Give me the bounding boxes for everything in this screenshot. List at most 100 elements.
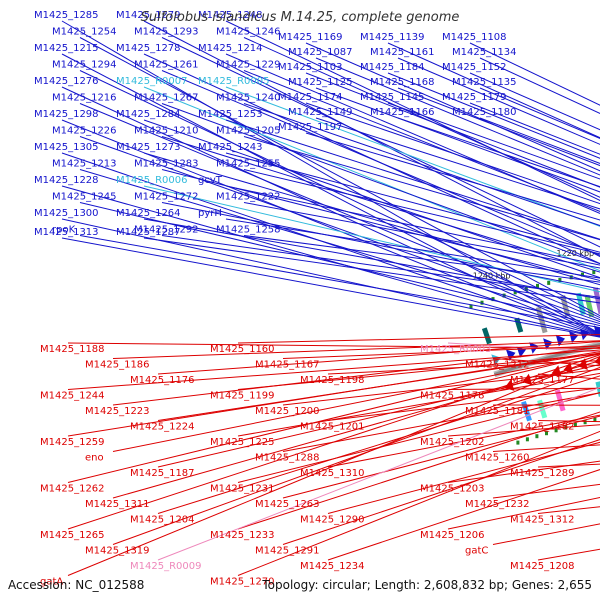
forward-gene-label: M1425_1169 bbox=[278, 32, 343, 43]
forward-gene-label: M1425_1298 bbox=[34, 109, 99, 120]
forward-leader-line bbox=[143, 86, 600, 272]
forward-gene-arrow bbox=[543, 338, 553, 350]
reverse-gene-label: M1425_1203 bbox=[420, 484, 485, 495]
reverse-gene-label: M1425_1244 bbox=[40, 391, 105, 402]
forward-gene-label: M1425_1214 bbox=[198, 43, 263, 54]
reverse-leader-line bbox=[112, 366, 600, 545]
forward-gene-label: M1425_1168 bbox=[370, 77, 435, 88]
forward-gene-label: M1425_1245 bbox=[52, 192, 117, 203]
reverse-gene-label: gatC bbox=[465, 546, 488, 557]
forward-gene-label: M1425_1179 bbox=[442, 92, 507, 103]
forward-gene-label: M1425_1139 bbox=[360, 32, 425, 43]
reverse-leader-line bbox=[327, 414, 600, 468]
forward-gene-label: M1425_1248 bbox=[198, 10, 263, 21]
forward-gene-label: M1425_1273 bbox=[116, 142, 181, 153]
forward-gene-label: M1425_1305 bbox=[34, 142, 99, 153]
forward-leader-line bbox=[469, 72, 600, 131]
reverse-leader-line bbox=[67, 355, 600, 576]
forward-gene-arrow bbox=[506, 349, 516, 361]
forward-gene-label: M1425_1264 bbox=[116, 208, 181, 219]
reverse-leader-line bbox=[157, 375, 600, 514]
forward-gene-label: M1425_1125 bbox=[288, 77, 353, 88]
forward-leader-line bbox=[243, 202, 600, 269]
forward-leader-line bbox=[61, 119, 600, 336]
forward-leader-line bbox=[479, 57, 600, 115]
forward-gene-label: M1425_1145 bbox=[360, 92, 425, 103]
forward-gene-label: M1425_1267 bbox=[134, 93, 199, 104]
reverse-leader-line bbox=[327, 387, 600, 421]
forward-leader-line bbox=[161, 37, 600, 248]
forward-leader-line bbox=[225, 86, 600, 227]
forward-gene-label: M1425_1222 bbox=[216, 192, 281, 203]
reverse-gene-label: M1425_1212 bbox=[465, 360, 530, 371]
reverse-gene-label: M1425_1160 bbox=[210, 344, 275, 355]
forward-gene-label: M1425_1174 bbox=[278, 92, 343, 103]
reverse-gene-label: M1425_1312 bbox=[510, 515, 575, 526]
forward-gene-label: M1425_1161 bbox=[370, 47, 435, 58]
reverse-gene-label: M1425_1186 bbox=[85, 360, 150, 371]
cog-category-block bbox=[592, 287, 600, 315]
reverse-gene-label: M1425_1291 bbox=[255, 546, 320, 557]
forward-gene-label: M1425_1229 bbox=[216, 60, 281, 71]
forward-gene-label: M1425_1087 bbox=[288, 47, 353, 58]
reverse-gene-label: M1425_1311 bbox=[85, 499, 150, 510]
forward-leader-line bbox=[243, 103, 600, 227]
reverse-gene-label: M1425_1167 bbox=[255, 360, 320, 371]
forward-leader-line bbox=[397, 117, 600, 188]
forward-leader-line bbox=[397, 57, 600, 145]
forward-leader-line bbox=[387, 102, 600, 180]
scale-tick-label: 1220 kbp bbox=[556, 249, 594, 258]
reverse-gene-label: M1425_1310 bbox=[300, 468, 365, 479]
reverse-leader-line bbox=[447, 387, 600, 390]
forward-gene-label: M1425_1166 bbox=[370, 107, 435, 118]
forward-gene-label: M1425_1152 bbox=[442, 62, 507, 73]
scale-ticks: 1040 kbp1060 kbp1080 kbp1100 kbp1120 kbp… bbox=[473, 249, 594, 281]
reverse-leader-line bbox=[67, 351, 600, 437]
forward-gene-label: M1425_1216 bbox=[52, 93, 117, 104]
forward-leader-line bbox=[79, 70, 600, 319]
reverse-leader-line bbox=[237, 353, 600, 390]
forward-gene-arrow bbox=[555, 334, 565, 347]
forward-leader-line bbox=[243, 70, 600, 212]
forward-gene-label: M1425_1213 bbox=[52, 159, 117, 170]
forward-leader-line bbox=[315, 87, 600, 193]
reverse-gene-label: M1425_1270 bbox=[210, 577, 275, 588]
outer-tick-dot bbox=[547, 280, 551, 285]
reverse-gene-label: M1425_R0003 bbox=[420, 344, 491, 355]
forward-leader-line bbox=[387, 72, 600, 159]
reverse-leader-line bbox=[67, 354, 600, 530]
reverse-leader-line bbox=[282, 392, 600, 452]
outer-tick-dot bbox=[569, 275, 573, 280]
forward-leader-line bbox=[225, 218, 600, 279]
reverse-leader-line bbox=[237, 372, 600, 437]
forward-leader-line bbox=[143, 53, 600, 265]
forward-leader-line bbox=[305, 102, 600, 205]
reverse-gene-label: M1425_1178 bbox=[420, 391, 485, 402]
reverse-gene-label: M1425_1188 bbox=[40, 344, 105, 355]
reverse-leader-line bbox=[112, 340, 600, 359]
reverse-leader-line bbox=[237, 430, 600, 576]
forward-gene-label: M1425_1108 bbox=[442, 32, 507, 43]
forward-gene-label: M1425_R0006 bbox=[116, 175, 187, 186]
reverse-gene-label: M1425_1187 bbox=[130, 468, 195, 479]
reverse-gene-label: M1425_1224 bbox=[130, 422, 195, 433]
forward-leader-line bbox=[161, 202, 600, 290]
reverse-gene-label: M1425_R0009 bbox=[130, 561, 201, 572]
forward-gene-label: M1425_1197 bbox=[278, 122, 343, 133]
forward-gene-label: M1425_1134 bbox=[452, 47, 517, 58]
forward-leader-line bbox=[225, 119, 600, 240]
reverse-gene-label: M1425_1201 bbox=[300, 422, 365, 433]
forward-gene-label: M1425_1210 bbox=[134, 126, 199, 137]
reverse-gene-arrow bbox=[522, 373, 533, 386]
forward-gene-label: M1425_1292 bbox=[134, 225, 199, 236]
reverse-gene-label: M1425_1288 bbox=[255, 453, 320, 464]
inner-tick-dot bbox=[573, 422, 577, 427]
reverse-gene-label: M1425_1202 bbox=[420, 437, 485, 448]
forward-leader-line bbox=[387, 42, 600, 139]
forward-leader-line bbox=[161, 103, 600, 265]
reverse-gene-label: M1425_1259 bbox=[40, 437, 105, 448]
outer-tick-dot bbox=[592, 270, 596, 275]
scale-tick-label: 1240 kbp bbox=[473, 272, 511, 281]
forward-leader-line bbox=[79, 37, 600, 317]
forward-leader-line bbox=[315, 57, 600, 176]
